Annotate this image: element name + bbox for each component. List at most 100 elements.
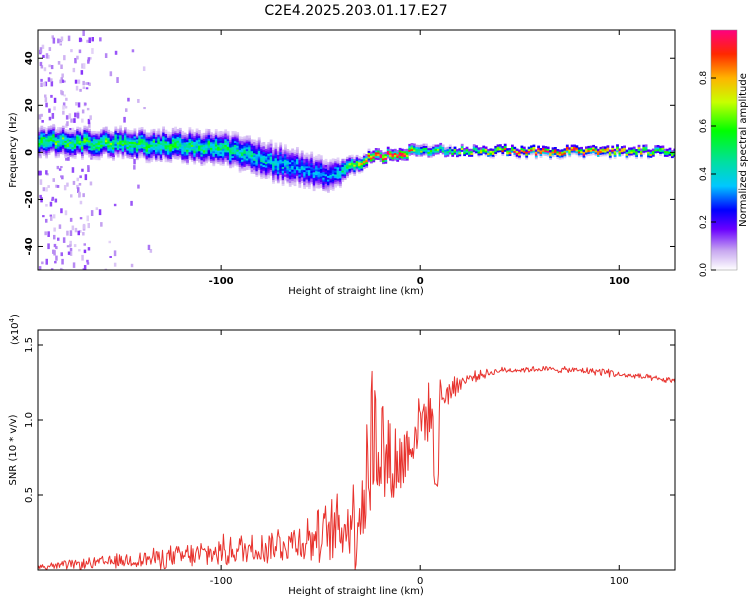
heat-cell <box>193 133 197 137</box>
noise-cell <box>76 184 79 189</box>
heat-cell <box>310 168 314 171</box>
heat-cell <box>601 146 605 149</box>
heat-cell <box>663 154 667 157</box>
heat-cell <box>322 173 326 176</box>
heat-cell <box>42 149 46 152</box>
heat-cell <box>45 150 48 153</box>
heat-cell <box>565 146 569 149</box>
heat-cell <box>243 155 247 158</box>
heat-cell <box>291 159 294 163</box>
heat-cell <box>470 152 474 155</box>
heat-cell <box>499 144 502 147</box>
heat-cell <box>85 137 89 141</box>
heat-cell <box>642 150 646 153</box>
heat-cell <box>45 146 48 149</box>
heat-cell <box>133 139 137 143</box>
heat-cell <box>210 158 213 162</box>
heat-cell <box>408 145 412 149</box>
heat-cell <box>334 173 337 177</box>
heat-cell <box>59 138 63 141</box>
heat-cell <box>331 166 335 169</box>
heat-cell <box>663 148 667 152</box>
heat-cell <box>501 149 505 153</box>
heat-cell <box>126 150 130 153</box>
heat-cell <box>226 134 230 138</box>
heat-cell <box>128 130 132 133</box>
heat-cell <box>415 150 419 153</box>
heat-cell <box>403 150 407 154</box>
heat-cell <box>324 158 328 162</box>
heat-cell <box>104 136 108 139</box>
heat-cell <box>124 136 127 139</box>
heat-cell <box>274 152 278 155</box>
heat-cell <box>52 132 56 135</box>
heat-cell <box>269 154 273 157</box>
heat-cell <box>274 159 278 162</box>
heat-cell <box>257 159 261 163</box>
heat-cell <box>217 135 220 138</box>
heat-cell <box>174 141 177 145</box>
heat-cell <box>336 174 340 177</box>
heat-cell <box>348 155 352 158</box>
noise-cell <box>91 37 94 42</box>
heat-cell <box>370 151 373 154</box>
heat-cell <box>183 157 187 160</box>
heat-cell <box>336 183 340 187</box>
heat-cell <box>573 146 576 149</box>
heat-cell <box>162 137 165 141</box>
heat-cell <box>66 140 70 144</box>
heat-cell <box>45 133 48 136</box>
noise-cell <box>81 168 84 172</box>
heat-cell <box>269 152 273 155</box>
heat-cell <box>121 143 125 146</box>
noise-cell <box>57 61 61 65</box>
noise-cell <box>88 82 91 86</box>
heat-cell <box>358 169 361 172</box>
heat-cell <box>212 163 216 167</box>
heat-cell <box>413 149 416 152</box>
heat-cell <box>207 147 211 151</box>
heat-cell <box>499 148 502 151</box>
heat-cell <box>319 155 323 158</box>
heat-cell <box>81 134 84 138</box>
heat-cell <box>544 153 548 156</box>
heat-cell <box>534 153 538 156</box>
heat-cell <box>221 159 225 163</box>
heat-cell <box>322 169 326 172</box>
heat-cell <box>200 148 204 151</box>
heat-cell <box>38 153 41 157</box>
heat-cell <box>238 142 242 145</box>
heat-cell <box>224 136 228 140</box>
heat-cell <box>296 173 299 176</box>
heat-cell <box>362 158 366 162</box>
heat-cell <box>59 134 63 138</box>
heat-cell <box>410 150 414 153</box>
heat-cell <box>384 157 388 160</box>
heat-cell <box>374 157 378 160</box>
heat-cell <box>250 163 254 167</box>
noise-cell <box>61 91 64 96</box>
heat-cell <box>100 129 103 132</box>
heat-cell <box>391 149 395 152</box>
noise-cell <box>39 179 43 185</box>
noise-cell <box>81 254 84 261</box>
heat-cell <box>530 145 533 148</box>
heat-cell <box>532 144 536 147</box>
heat-cell <box>642 152 646 155</box>
heat-cell <box>343 175 347 179</box>
heat-cell <box>661 147 665 150</box>
heat-cell <box>219 149 223 153</box>
heat-cell <box>92 149 96 153</box>
heat-cell <box>331 179 335 182</box>
heat-cell <box>272 160 275 164</box>
heat-cell <box>358 156 361 159</box>
heat-cell <box>119 127 122 130</box>
heat-cell <box>253 164 256 167</box>
heat-cell <box>372 158 376 161</box>
heat-cell <box>329 178 333 181</box>
heat-cell <box>317 169 321 172</box>
heat-cell <box>236 137 240 141</box>
heat-cell <box>417 150 421 153</box>
heat-cell <box>219 159 223 162</box>
heat-cell <box>255 163 259 166</box>
